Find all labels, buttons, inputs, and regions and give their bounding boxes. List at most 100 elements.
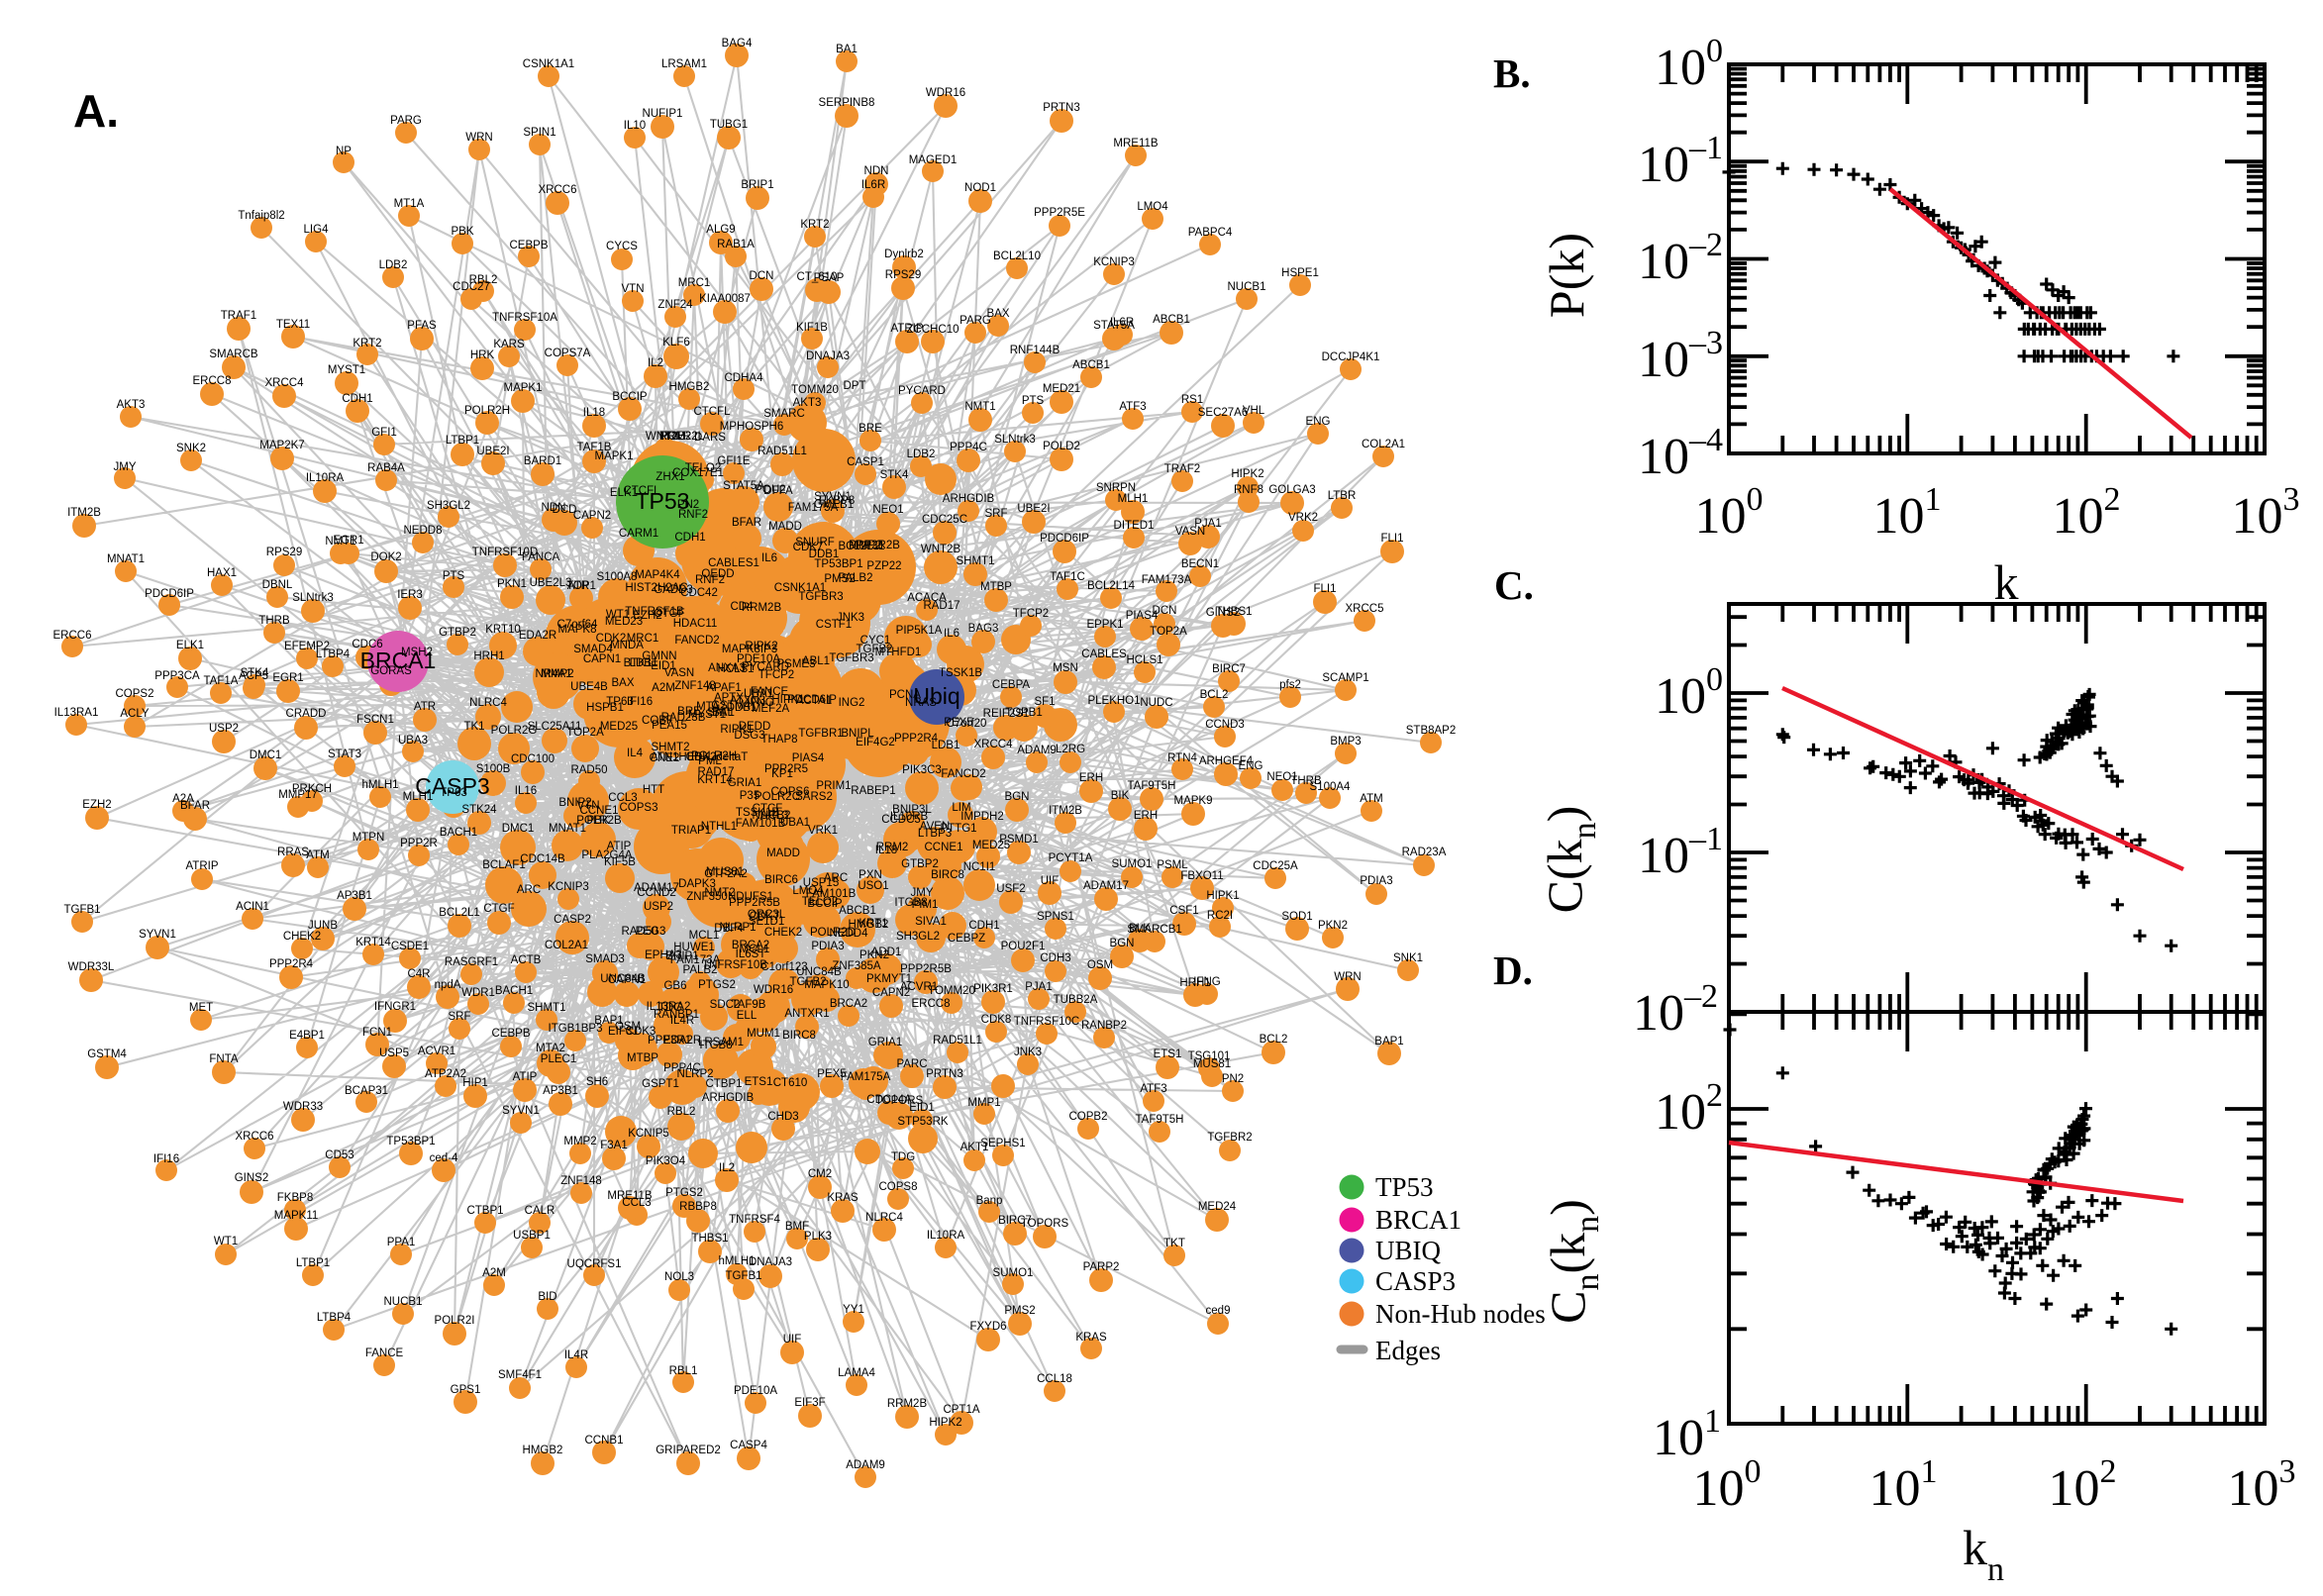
svg-text:WT1: WT1 [214,1236,238,1247]
svg-text:ADAM9: ADAM9 [1017,745,1057,756]
svg-text:RPS29: RPS29 [266,547,302,558]
svg-text:SARS2: SARS2 [795,791,833,803]
svg-text:MED25: MED25 [600,721,638,733]
svg-text:GFI1E: GFI1E [717,455,751,467]
svg-text:BIK: BIK [1111,790,1130,802]
svg-text:STB8AP2: STB8AP2 [1406,725,1457,737]
svg-text:CDK7: CDK7 [750,911,780,923]
svg-text:ACTA1: ACTA1 [796,695,832,707]
svg-text:GTBP2: GTBP2 [439,627,476,639]
svg-text:NUCB1: NUCB1 [1228,281,1266,293]
svg-text:DARS: DARS [694,432,726,444]
svg-text:GINS2: GINS2 [1206,607,1241,619]
svg-text:A2M: A2M [482,1267,506,1279]
svg-text:STAT5A: STAT5A [723,480,764,492]
svg-text:ARC: ARC [517,884,541,896]
svg-text:ABCB1: ABCB1 [1072,359,1110,371]
svg-text:SNRPN: SNRPN [1096,482,1136,494]
svg-text:ZNF350: ZNF350 [686,891,728,903]
svg-text:SE1D1: SE1D1 [749,916,784,928]
svg-text:VASN: VASN [1175,526,1205,538]
svg-text:NP: NP [336,146,352,157]
svg-text:101: 101 [1653,1403,1721,1466]
svg-text:ZNF148: ZNF148 [560,1175,602,1187]
svg-text:PPP4C: PPP4C [663,1062,701,1074]
svg-text:CDC42: CDC42 [680,587,718,599]
svg-text:NMT1: NMT1 [964,401,995,413]
svg-text:FAM101B: FAM101B [736,818,786,830]
svg-text:RNF8: RNF8 [1234,484,1263,496]
svg-text:ZNF148: ZNF148 [674,680,716,692]
svg-text:RRM2: RRM2 [659,431,692,443]
svg-text:BCAP31: BCAP31 [345,1085,388,1097]
svg-text:HIPK1: HIPK1 [771,694,804,706]
svg-text:HCLS1: HCLS1 [717,663,754,675]
svg-text:CEBPB: CEBPB [510,240,549,251]
svg-text:RABEP1: RABEP1 [851,785,895,797]
svg-text:PIK3R1: PIK3R1 [973,983,1013,995]
svg-text:BACH1: BACH1 [495,985,533,997]
svg-text:TNFRSF1B: TNFRSF1B [625,606,684,618]
svg-text:ATF3: ATF3 [1140,1083,1166,1095]
svg-text:MED21: MED21 [1043,383,1080,395]
svg-text:RRM2: RRM2 [876,842,909,853]
svg-text:MRE11B: MRE11B [607,1190,652,1202]
svg-text:BCL2L1: BCL2L1 [439,907,480,919]
svg-text:ZHX1: ZHX1 [656,471,684,483]
svg-text:CAPN1: CAPN1 [583,653,621,665]
svg-text:LMO4: LMO4 [792,885,824,897]
svg-text:RNF2: RNF2 [678,509,708,521]
svg-text:PLEC1: PLEC1 [541,1053,576,1065]
svg-text:ced-4: ced-4 [430,1152,458,1164]
svg-text:TELO2: TELO2 [685,462,721,474]
svg-text:USO1: USO1 [858,880,888,892]
svg-text:STAT5A: STAT5A [1093,320,1135,332]
svg-text:UBE4B: UBE4B [570,681,608,693]
svg-text:MED23: MED23 [605,616,643,628]
svg-text:Non-Hub nodes: Non-Hub nodes [1375,1299,1546,1329]
svg-text:SLC25A11: SLC25A11 [528,721,582,733]
svg-text:ARC: ARC [824,872,848,884]
svg-text:COPS2: COPS2 [116,688,154,700]
svg-text:PEX5: PEX5 [944,717,972,729]
svg-text:IL16: IL16 [515,785,537,797]
svg-text:CDH1: CDH1 [342,393,372,405]
svg-text:CHEK2: CHEK2 [283,931,321,943]
svg-text:WNT2B: WNT2B [921,544,961,555]
svg-text:HCLS1: HCLS1 [1126,654,1162,666]
svg-text:EGR1: EGR1 [272,672,303,684]
svg-text:MTA2: MTA2 [696,701,726,713]
svg-text:MLH1: MLH1 [403,791,434,803]
svg-text:TOPB1: TOPB1 [1005,707,1043,719]
svg-text:SMF4F1: SMF4F1 [498,1369,542,1381]
svg-text:DBF4: DBF4 [714,923,744,935]
svg-text:ERH: ERH [1079,772,1103,784]
svg-text:ENG: ENG [1306,416,1331,428]
svg-text:A2A: A2A [172,793,194,805]
svg-text:PTS: PTS [443,570,465,582]
svg-text:JUNB: JUNB [308,920,338,932]
svg-text:PTS: PTS [1022,395,1045,407]
svg-text:POLR2L: POLR2L [660,431,705,443]
svg-text:TP63: TP63 [606,696,634,708]
svg-text:S100A8: S100A8 [597,571,638,583]
svg-text:ACTB: ACTB [511,954,542,966]
svg-text:BRIP1: BRIP1 [741,179,773,191]
svg-text:USP2: USP2 [644,901,673,913]
svg-text:DFFA: DFFA [763,485,793,497]
svg-text:XRCC4: XRCC4 [974,739,1014,750]
svg-text:AP3B1: AP3B1 [543,1085,578,1097]
svg-text:MRC1: MRC1 [627,633,659,645]
svg-text:PSML: PSML [1157,859,1188,871]
svg-text:DOK2: DOK2 [370,551,401,563]
svg-text:SRF: SRF [985,508,1008,520]
svg-text:SMARC: SMARC [763,408,805,420]
svg-text:HSPB1: HSPB1 [586,702,624,714]
svg-text:PZP22: PZP22 [866,560,901,572]
svg-text:STK4: STK4 [241,667,269,679]
svg-text:KRT14: KRT14 [355,937,391,948]
svg-text:NUFIP1: NUFIP1 [643,108,683,120]
svg-text:HIPK2: HIPK2 [929,1417,961,1429]
svg-text:FAM173A: FAM173A [1142,574,1192,586]
svg-text:APTX: APTX [714,692,744,704]
